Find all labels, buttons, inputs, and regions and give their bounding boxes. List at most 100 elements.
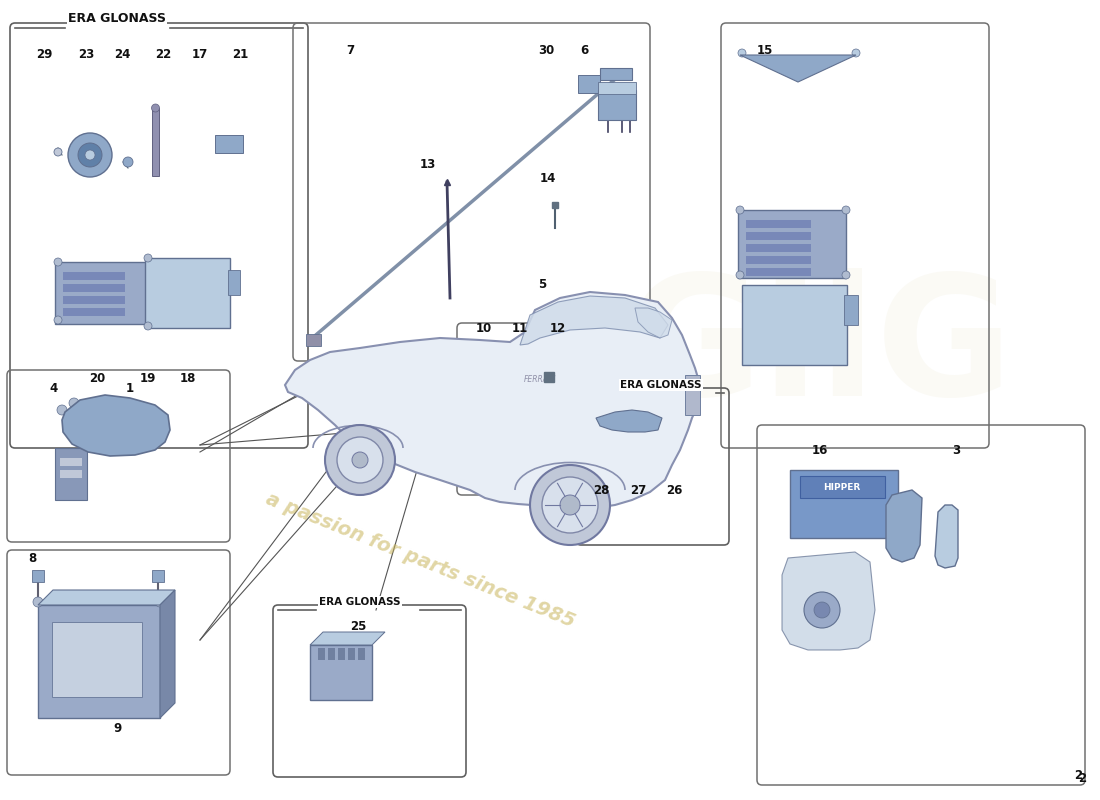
Text: 5: 5	[538, 278, 546, 291]
Text: 2: 2	[1078, 771, 1086, 785]
Bar	[594, 422, 600, 430]
Text: 28: 28	[593, 483, 609, 497]
Bar	[685, 375, 700, 415]
Bar	[598, 82, 636, 94]
Circle shape	[852, 49, 860, 57]
Bar	[746, 232, 811, 240]
Circle shape	[123, 157, 133, 167]
Circle shape	[337, 437, 383, 483]
Bar	[55, 448, 87, 500]
Bar	[63, 284, 125, 292]
Text: 11: 11	[512, 322, 528, 334]
Bar	[145, 258, 230, 328]
Text: 15: 15	[757, 43, 773, 57]
Bar	[63, 308, 125, 316]
Bar	[310, 645, 372, 700]
Bar	[790, 470, 898, 538]
Text: 13: 13	[420, 158, 436, 171]
Bar	[746, 256, 811, 264]
Circle shape	[508, 350, 534, 376]
Bar	[578, 75, 600, 93]
Bar	[896, 522, 915, 530]
Circle shape	[736, 206, 744, 214]
Text: 12: 12	[550, 322, 566, 334]
Circle shape	[54, 258, 62, 266]
Bar	[358, 648, 365, 660]
Circle shape	[738, 49, 746, 57]
Bar	[152, 108, 160, 176]
Bar	[55, 262, 155, 324]
Polygon shape	[935, 505, 958, 568]
Text: 14: 14	[540, 171, 557, 185]
Bar	[742, 285, 847, 365]
Circle shape	[804, 592, 840, 628]
Circle shape	[842, 271, 850, 279]
Bar	[52, 622, 142, 697]
Text: 6: 6	[580, 43, 588, 57]
Bar	[896, 510, 915, 518]
Polygon shape	[520, 296, 668, 345]
Polygon shape	[310, 632, 385, 645]
Text: 7: 7	[345, 43, 354, 57]
Bar	[348, 648, 355, 660]
Bar	[32, 570, 44, 582]
Bar	[738, 210, 846, 278]
Circle shape	[814, 602, 830, 618]
Text: 8: 8	[28, 551, 36, 565]
Text: 29: 29	[36, 49, 52, 62]
Circle shape	[69, 398, 79, 408]
Bar	[318, 648, 324, 660]
Text: 20: 20	[89, 371, 106, 385]
Bar	[600, 68, 632, 80]
Bar	[63, 272, 125, 280]
Circle shape	[95, 408, 135, 448]
Polygon shape	[596, 410, 662, 432]
Bar	[228, 270, 240, 295]
Bar	[306, 334, 321, 346]
Bar	[338, 648, 345, 660]
Text: 16: 16	[812, 443, 828, 457]
Bar	[510, 365, 532, 403]
Circle shape	[85, 150, 95, 160]
Bar	[598, 90, 636, 120]
Polygon shape	[285, 292, 700, 508]
Text: 3: 3	[952, 443, 960, 457]
Polygon shape	[635, 308, 672, 338]
Circle shape	[33, 597, 43, 607]
Polygon shape	[782, 552, 874, 650]
Circle shape	[54, 316, 62, 324]
Circle shape	[842, 206, 850, 214]
Circle shape	[54, 148, 62, 156]
Text: 9: 9	[114, 722, 122, 734]
Text: 21: 21	[232, 49, 249, 62]
Circle shape	[57, 405, 67, 415]
Polygon shape	[160, 590, 175, 718]
Bar	[63, 296, 125, 304]
Text: 17: 17	[191, 49, 208, 62]
Text: 1: 1	[125, 382, 134, 394]
Circle shape	[480, 374, 496, 390]
Bar	[39, 605, 160, 718]
Circle shape	[736, 271, 744, 279]
Circle shape	[104, 418, 125, 438]
Bar	[152, 570, 164, 582]
Text: 27: 27	[630, 483, 646, 497]
Circle shape	[324, 425, 395, 495]
Bar	[746, 244, 811, 252]
Circle shape	[144, 254, 152, 262]
Text: 25: 25	[350, 619, 366, 633]
Text: 10: 10	[476, 322, 492, 334]
Circle shape	[155, 597, 165, 607]
Bar	[328, 648, 336, 660]
Text: HIPPER: HIPPER	[824, 482, 860, 491]
Bar	[800, 476, 886, 498]
Text: 4: 4	[50, 382, 58, 394]
Text: GllG: GllG	[626, 269, 1014, 431]
Bar	[746, 268, 811, 276]
Circle shape	[542, 477, 598, 533]
Text: 22: 22	[155, 49, 172, 62]
Text: 26: 26	[666, 483, 682, 497]
Text: 19: 19	[140, 371, 156, 385]
Text: 2: 2	[1074, 769, 1082, 782]
Circle shape	[515, 357, 527, 369]
